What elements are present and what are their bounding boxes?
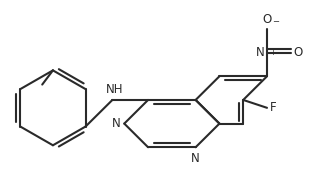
Text: N: N [256, 46, 265, 59]
Text: N: N [191, 152, 200, 165]
Text: O: O [294, 46, 303, 59]
Text: O: O [262, 13, 272, 26]
Text: −: − [272, 17, 279, 26]
Text: +: + [269, 48, 276, 57]
Text: F: F [270, 101, 277, 114]
Text: NH: NH [106, 83, 123, 96]
Text: N: N [112, 117, 120, 130]
